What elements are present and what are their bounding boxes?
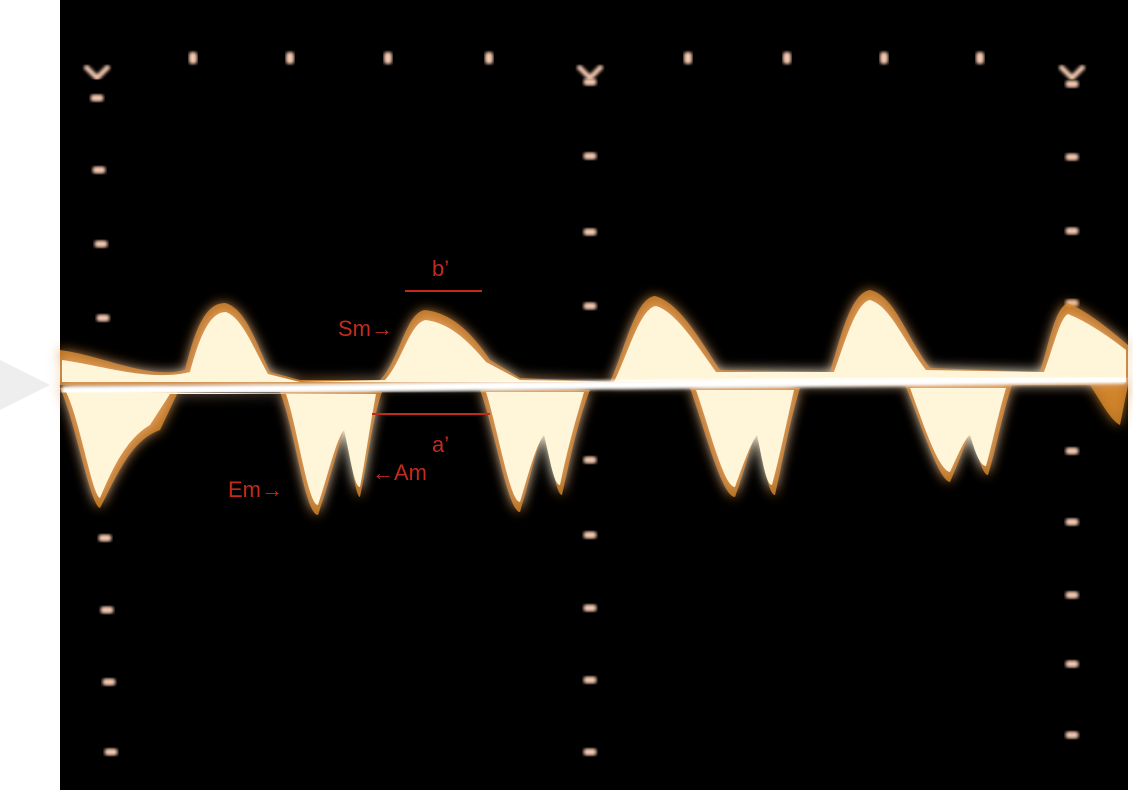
label-am: ←Am [372,460,427,485]
scale-dot [105,749,118,756]
label-b-prime: b’ [432,256,449,281]
label-sm: Sm→ [338,316,393,341]
scale-dot [976,52,984,64]
scale-dot [189,52,197,64]
scale-dot [1066,154,1079,161]
scale-dot [103,679,116,686]
scale-dot [783,52,791,64]
scale-dot [584,153,597,160]
scale-dot [101,607,114,614]
scale-dot [384,52,392,64]
scale-dot [91,95,104,102]
scale-dot [93,167,106,174]
scale-dot [880,52,888,64]
scale-dot [1066,592,1079,599]
scale-dot [1066,448,1079,455]
scale-dot [584,79,597,86]
page: b’ Sm→ a’ ←Am Em→ (() => { const data = … [0,0,1133,794]
side-marker [0,360,50,410]
label-a-prime: a’ [432,432,449,457]
scale-dot [1066,81,1079,88]
doppler-image: b’ Sm→ a’ ←Am Em→ [0,0,1133,794]
scale-dot [584,229,597,236]
scale-dot [485,52,493,64]
scale-dot [684,52,692,64]
scale-dot [1066,661,1079,668]
scale-dot [584,303,597,310]
scale-dot [99,535,112,542]
scale-dot [584,457,597,464]
scale-dot [1066,228,1079,235]
scale-dot [584,677,597,684]
scale-dot [584,749,597,756]
scale-dot [584,605,597,612]
scale-dot [1066,519,1079,526]
scale-dot [584,532,597,539]
scale-dot [286,52,294,64]
scale-dot [1066,732,1079,739]
label-em: Em→ [228,477,283,502]
scale-dot [97,315,110,322]
scale-dot [95,241,108,248]
